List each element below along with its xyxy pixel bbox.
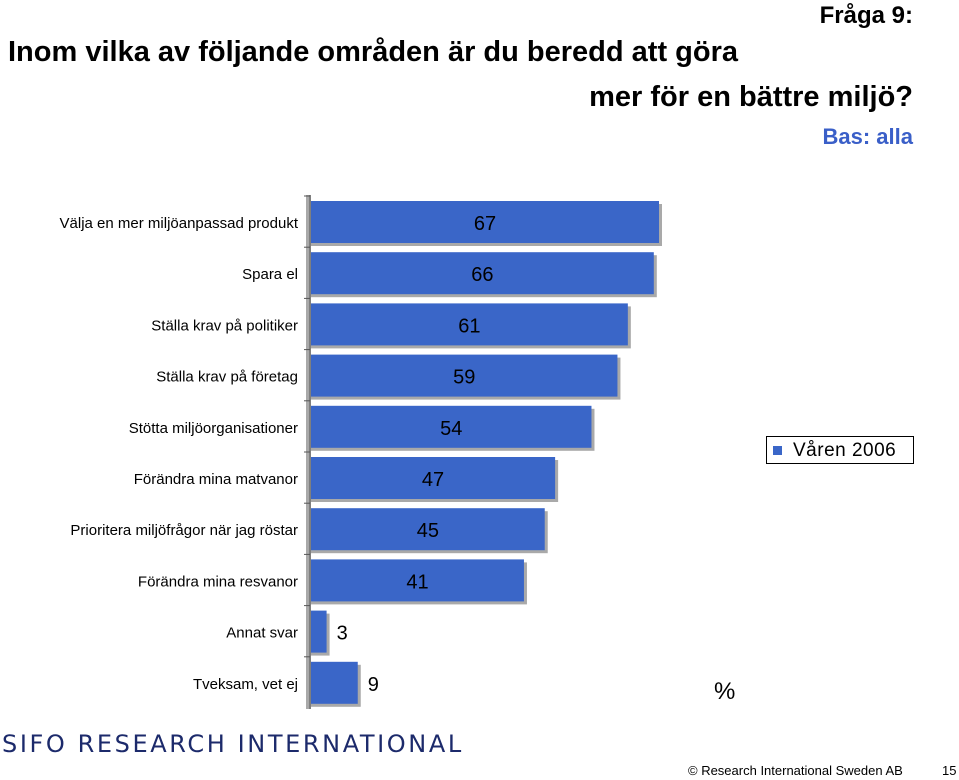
data-label: 67: [474, 213, 496, 235]
data-label: 47: [422, 469, 444, 491]
sifo-logo: SIFO RESEARCH INTERNATIONAL: [2, 730, 464, 758]
bar: [311, 252, 654, 295]
category-label: Ställa krav på företag: [156, 369, 298, 386]
bars-group: [311, 201, 662, 707]
legend: Våren 2006: [766, 436, 914, 464]
base-label: Bas: alla: [822, 124, 914, 149]
question-number: Fråga 9:: [819, 2, 913, 29]
page-number: 15: [942, 763, 957, 778]
bar: [311, 610, 327, 653]
bar: [311, 201, 659, 243]
bar: [311, 303, 628, 346]
category-label: Stötta miljöorganisationer: [129, 420, 298, 437]
data-label: 41: [406, 571, 428, 593]
category-label: Tveksam, vet ej: [193, 676, 298, 693]
bar: [311, 354, 618, 397]
category-label: Annat svar: [226, 625, 298, 642]
category-label: Välja en mer miljöanpassad produkt: [60, 215, 299, 232]
data-label: 9: [368, 674, 379, 696]
data-label: 66: [471, 264, 493, 286]
bar: [311, 457, 556, 499]
legend-label: Våren 2006: [793, 440, 897, 461]
unit-label: %: [714, 678, 736, 705]
page-title-line1: Inom vilka av följande områden är du ber…: [8, 36, 738, 68]
page-title-line2: mer för en bättre miljö?: [589, 81, 913, 113]
bar: [311, 508, 545, 551]
axis-group: [304, 195, 311, 709]
bar: [311, 405, 592, 448]
category-label: Förändra mina resvanor: [138, 573, 298, 590]
data-label: 45: [417, 520, 439, 542]
category-label: Ställa krav på politiker: [151, 317, 298, 334]
data-label: 54: [440, 418, 462, 440]
category-label: Prioritera miljöfrågor när jag röstar: [70, 522, 298, 539]
bar: [311, 661, 358, 704]
category-label: Förändra mina matvanor: [134, 471, 298, 488]
copyright: © Research International Sweden AB: [688, 763, 903, 778]
labels-group: Välja en mer miljöanpassad produkt 67 Spar…: [60, 213, 497, 696]
data-label: 59: [453, 367, 475, 389]
data-label: 61: [458, 315, 480, 337]
data-label: 3: [337, 623, 348, 645]
category-label: Spara el: [242, 266, 298, 283]
legend-swatch: [773, 446, 782, 455]
bar: [311, 559, 524, 602]
